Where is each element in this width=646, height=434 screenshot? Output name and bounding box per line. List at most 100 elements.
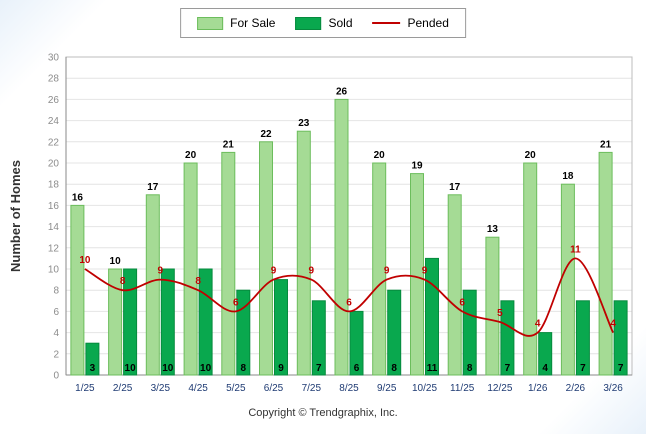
for-sale-value-label: 20 xyxy=(185,150,197,161)
pended-value-label: 5 xyxy=(497,308,503,319)
y-tick-label: 2 xyxy=(53,349,59,360)
x-tick-label: 2/26 xyxy=(566,383,586,394)
bar-for-sale xyxy=(108,268,123,376)
pended-value-label: 9 xyxy=(384,266,390,277)
legend-label-sold: Sold xyxy=(328,16,353,30)
for-sale-value-label: 18 xyxy=(562,171,574,182)
bar-sold xyxy=(123,268,138,376)
y-tick-label: 28 xyxy=(48,74,60,85)
bar-sold xyxy=(236,289,251,376)
pended-value-label: 4 xyxy=(535,319,541,330)
y-tick-label: 4 xyxy=(53,328,59,339)
sold-value-label: 7 xyxy=(618,363,624,374)
x-tick-label: 5/25 xyxy=(226,383,246,394)
bar-sold xyxy=(613,300,628,376)
copyright-text: Copyright © Trendgraphix, Inc. xyxy=(248,407,398,419)
for-sale-value-label: 20 xyxy=(525,150,537,161)
y-tick-label: 16 xyxy=(48,201,60,212)
pended-value-label: 6 xyxy=(459,297,465,308)
pended-value-label: 6 xyxy=(233,297,239,308)
bar-sold xyxy=(198,268,213,376)
sold-value-label: 8 xyxy=(467,363,473,374)
for-sale-value-label: 20 xyxy=(374,150,386,161)
bar-for-sale xyxy=(447,194,462,376)
for-sale-value-label: 17 xyxy=(147,182,159,193)
sold-value-label: 8 xyxy=(241,363,247,374)
x-tick-label: 10/25 xyxy=(412,383,437,394)
sold-value-label: 10 xyxy=(162,363,174,374)
y-tick-label: 6 xyxy=(53,307,59,318)
sold-value-label: 7 xyxy=(316,363,322,374)
bar-sold xyxy=(538,332,553,376)
y-tick-label: 30 xyxy=(48,53,60,64)
legend-item-sold: Sold xyxy=(295,16,353,30)
y-tick-label: 18 xyxy=(48,180,60,191)
bar-sold xyxy=(349,310,364,376)
for-sale-value-label: 21 xyxy=(223,139,235,150)
bar-for-sale xyxy=(70,204,85,376)
bar-for-sale xyxy=(560,183,575,376)
legend-label-for-sale: For Sale xyxy=(230,16,276,30)
for-sale-value-label: 22 xyxy=(260,129,272,140)
for-sale-value-label: 17 xyxy=(449,182,461,193)
pended-line xyxy=(84,257,614,337)
pended-value-label: 11 xyxy=(570,244,581,255)
sold-value-label: 4 xyxy=(542,363,548,374)
y-tick-label: 14 xyxy=(48,222,60,233)
y-tick-label: 0 xyxy=(53,371,59,382)
sold-value-label: 11 xyxy=(427,363,438,374)
bar-for-sale xyxy=(145,194,160,376)
pended-value-label: 8 xyxy=(195,276,201,287)
y-tick-label: 26 xyxy=(48,95,60,106)
x-tick-label: 2/25 xyxy=(113,383,133,394)
sold-swatch-icon xyxy=(295,16,322,30)
bar-for-sale xyxy=(296,130,311,376)
x-tick-label: 3/25 xyxy=(151,383,171,394)
legend-item-pended: Pended xyxy=(372,16,449,30)
for-sale-value-label: 13 xyxy=(487,224,499,235)
pended-value-label: 8 xyxy=(120,276,126,287)
pended-line-swatch-icon xyxy=(372,22,401,24)
legend-item-for-sale: For Sale xyxy=(197,16,275,30)
sold-value-label: 7 xyxy=(580,363,586,374)
pended-value-label: 10 xyxy=(79,255,91,266)
x-tick-label: 1/26 xyxy=(528,383,548,394)
bar-sold xyxy=(311,300,326,376)
for-sale-swatch-icon xyxy=(197,16,224,30)
bar-for-sale xyxy=(523,162,538,376)
for-sale-value-label: 16 xyxy=(72,192,84,203)
x-tick-label: 7/25 xyxy=(302,383,322,394)
legend-label-pended: Pended xyxy=(407,16,449,30)
pended-value-label: 6 xyxy=(346,297,352,308)
y-tick-label: 12 xyxy=(48,243,60,254)
bar-sold xyxy=(387,289,402,376)
pended-value-label: 9 xyxy=(422,266,428,277)
bar-sold xyxy=(425,257,439,376)
bar-for-sale xyxy=(598,151,613,376)
x-tick-label: 1/25 xyxy=(75,383,95,394)
pended-value-label: 4 xyxy=(610,319,616,330)
sold-value-label: 3 xyxy=(90,363,96,374)
y-tick-label: 22 xyxy=(48,137,60,148)
bar-sold xyxy=(160,268,175,376)
y-tick-label: 24 xyxy=(48,116,60,127)
y-tick-label: 10 xyxy=(48,265,60,276)
x-tick-label: 9/25 xyxy=(377,383,397,394)
bar-for-sale xyxy=(485,236,500,376)
x-tick-label: 3/26 xyxy=(603,383,623,394)
sold-value-label: 6 xyxy=(354,363,360,374)
for-sale-value-label: 23 xyxy=(298,118,310,129)
for-sale-value-label: 21 xyxy=(600,139,612,150)
x-tick-label: 6/25 xyxy=(264,383,284,394)
for-sale-value-label: 19 xyxy=(411,161,423,172)
x-tick-label: 12/25 xyxy=(487,383,512,394)
bar-for-sale xyxy=(334,98,349,376)
legend: For Sale Sold Pended xyxy=(180,8,466,38)
bar-for-sale xyxy=(183,162,198,376)
bar-sold xyxy=(575,300,590,376)
bar-for-sale xyxy=(410,173,424,376)
for-sale-value-label: 10 xyxy=(110,256,122,267)
sold-value-label: 10 xyxy=(125,363,137,374)
